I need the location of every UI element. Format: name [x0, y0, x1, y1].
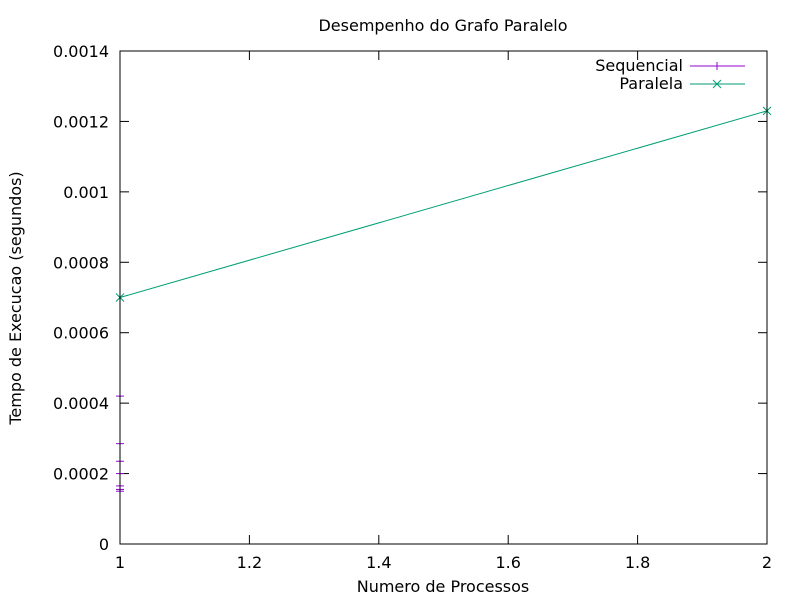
y-tick-label: 0.001	[63, 183, 109, 202]
legend-marker-paralela	[712, 79, 722, 89]
x-tick-label: 2	[762, 553, 772, 572]
chart-title: Desempenho do Grafo Paralelo	[318, 16, 567, 35]
x-tick-label: 1.6	[495, 553, 520, 572]
y-tick-label: 0.0002	[53, 465, 109, 484]
y-tick-label: 0.0006	[53, 324, 109, 343]
y-tick-label: 0.0014	[53, 42, 109, 61]
legend-marker-sequencial	[713, 62, 721, 70]
series-paralela	[115, 106, 772, 302]
x-tick-label: 1	[115, 553, 125, 572]
y-axis-label: Tempo de Execucao (segundos)	[6, 171, 25, 425]
series-line-paralela	[119, 110, 768, 298]
y-tick-label: 0.0008	[53, 253, 109, 272]
y-tick-label: 0.0012	[53, 112, 109, 131]
x-tick-label: 1.4	[366, 553, 391, 572]
legend-label-paralela: Paralela	[619, 74, 683, 93]
y-tick-label: 0	[99, 535, 109, 554]
legend-item-sequencial: Sequencial	[595, 56, 745, 75]
y-tick-label: 0.0004	[53, 394, 109, 413]
x-axis-label: Numero de Processos	[357, 577, 530, 596]
legend-label-sequencial: Sequencial	[595, 56, 683, 75]
axis-ticks	[119, 50, 768, 545]
legend-item-paralela: Paralela	[619, 74, 745, 93]
x-tick-label: 1.8	[625, 553, 650, 572]
series-layer	[115, 106, 772, 496]
x-tick-label: 1.2	[237, 553, 262, 572]
axis-tick-labels: 1 1.2 1.4 1.6 1.8 2 0 0.0002 0.0004 0.0006 0.0008 0…	[53, 42, 772, 572]
plot-frame	[119, 50, 768, 545]
